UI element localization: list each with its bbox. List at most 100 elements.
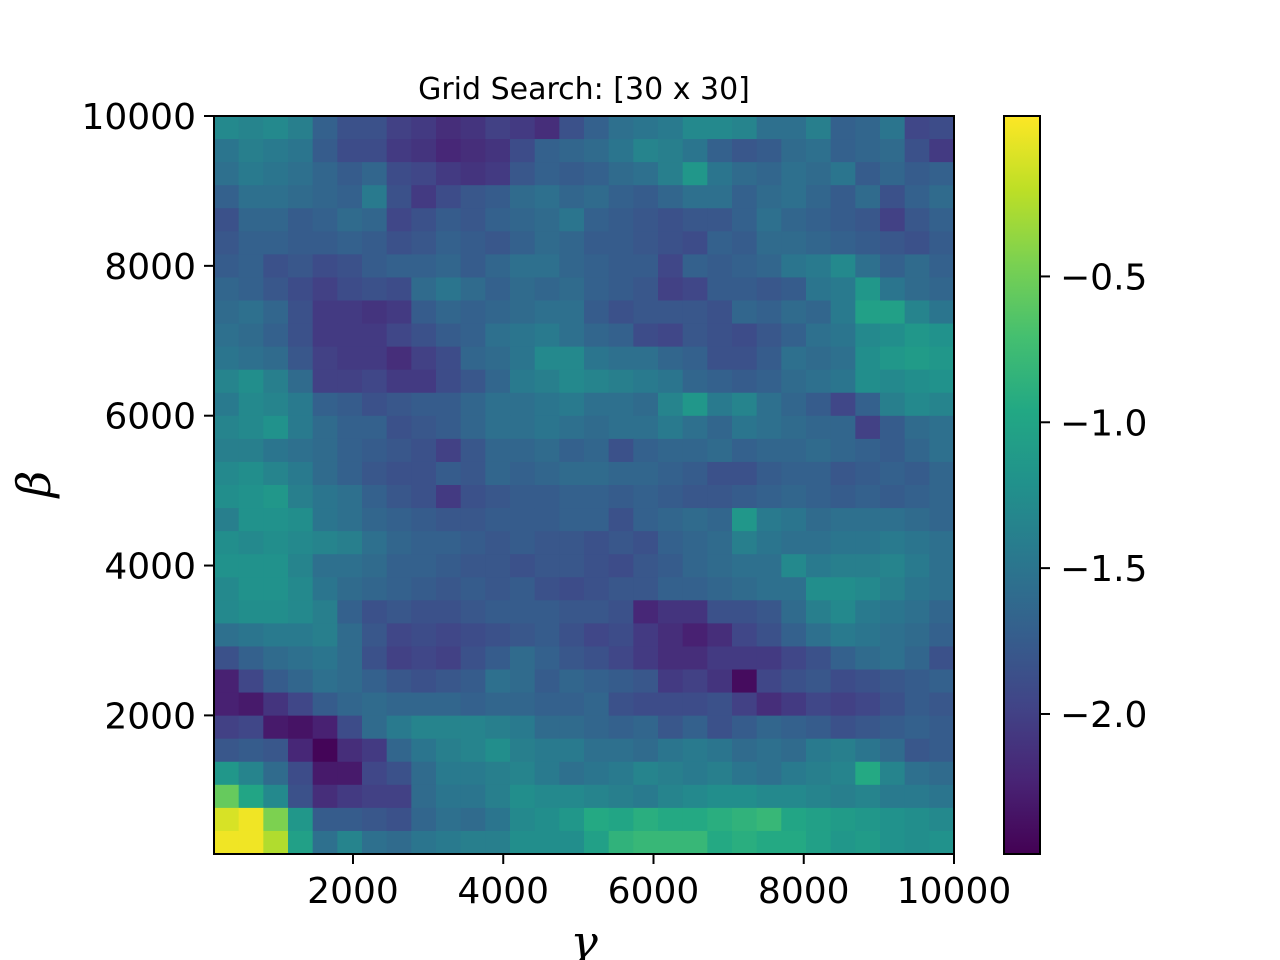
heatmap-cell (830, 323, 856, 348)
heatmap-cell (806, 738, 832, 763)
heatmap-cell (584, 139, 610, 163)
heatmap-cell (806, 415, 832, 440)
heatmap-cell (436, 669, 462, 694)
heatmap-cell (238, 162, 264, 186)
heatmap-cell (806, 807, 832, 832)
heatmap-cell (904, 715, 930, 740)
heatmap-cell (362, 162, 388, 186)
heatmap-cell (830, 669, 856, 694)
heatmap-cell (904, 761, 930, 786)
heatmap-cell (214, 485, 240, 509)
heatmap-cell (781, 254, 807, 279)
heatmap-cell (485, 185, 511, 209)
heatmap-cell (534, 346, 560, 371)
heatmap-cell (904, 346, 930, 371)
heatmap-cell (288, 508, 314, 532)
heatmap-cell (929, 231, 955, 255)
heatmap-cell (608, 346, 634, 371)
heatmap-cell (411, 254, 437, 279)
heatmap-cell (781, 208, 807, 232)
heatmap-cell (682, 346, 708, 371)
heatmap-cell (584, 761, 610, 786)
heatmap-cell (830, 185, 856, 209)
heatmap-cell (633, 231, 659, 255)
heatmap-cell (312, 554, 338, 578)
heatmap-cell (386, 369, 412, 394)
heatmap-cell (633, 116, 659, 140)
heatmap-cell (362, 715, 388, 740)
heatmap-cell (880, 392, 906, 417)
heatmap-cell (880, 346, 906, 371)
heatmap-cell (386, 807, 412, 832)
heatmap-cell (781, 438, 807, 463)
heatmap-cell (880, 646, 906, 671)
heatmap-cell (584, 346, 610, 371)
heatmap-cell (756, 369, 782, 394)
heatmap-cell (559, 807, 585, 832)
heatmap-cell (855, 646, 881, 671)
heatmap-cell (214, 323, 240, 348)
heatmap-cell (362, 208, 388, 232)
heatmap-cell (682, 185, 708, 209)
heatmap-cell (756, 554, 782, 578)
heatmap-cell (337, 461, 363, 486)
heatmap-cell (781, 807, 807, 832)
heatmap-cell (658, 392, 684, 417)
heatmap-cell (238, 346, 264, 371)
x-axis-label: γ (570, 915, 598, 960)
heatmap-cell (263, 784, 289, 809)
heatmap-cell (756, 623, 782, 648)
heatmap-cell (263, 438, 289, 463)
heatmap-cell (880, 300, 906, 325)
heatmap-cell (929, 508, 955, 532)
heatmap-cell (263, 369, 289, 394)
heatmap-cell (411, 300, 437, 325)
heatmap-cell (436, 531, 462, 555)
heatmap-cell (312, 577, 338, 601)
heatmap-cell (658, 139, 684, 163)
x-tick-label: 2000 (307, 871, 399, 912)
heatmap-cell (386, 692, 412, 717)
heatmap-cell (658, 623, 684, 648)
heatmap-cell (781, 231, 807, 255)
heatmap-cell (682, 830, 708, 855)
heatmap-cell (781, 300, 807, 325)
heatmap-cell (485, 738, 511, 763)
heatmap-cell (904, 531, 930, 555)
heatmap-cell (362, 807, 388, 832)
heatmap-cell (510, 346, 536, 371)
heatmap-cell (238, 323, 264, 348)
heatmap-cell (682, 600, 708, 624)
heatmap-cell (904, 692, 930, 717)
heatmap-cell (460, 461, 486, 486)
heatmap-cell (658, 830, 684, 855)
heatmap-cell (855, 116, 881, 140)
heatmap-cell (707, 369, 733, 394)
heatmap-cell (633, 438, 659, 463)
heatmap-cell (732, 738, 758, 763)
heatmap-cell (904, 254, 930, 279)
heatmap-cell (312, 692, 338, 717)
heatmap-cell (362, 830, 388, 855)
heatmap-cell (337, 231, 363, 255)
heatmap-cell (263, 623, 289, 648)
heatmap-cell (830, 139, 856, 163)
y-tick-label: 2000 (104, 696, 196, 737)
heatmap-cell (682, 461, 708, 486)
heatmap-cell (880, 485, 906, 509)
heatmap-cell (436, 323, 462, 348)
heatmap-cell (756, 116, 782, 140)
heatmap-cell (855, 277, 881, 302)
heatmap-cell (362, 461, 388, 486)
heatmap-cell (707, 784, 733, 809)
heatmap-cell (263, 277, 289, 302)
heatmap-cell (411, 761, 437, 786)
heatmap-cell (460, 392, 486, 417)
heatmap-cell (263, 646, 289, 671)
heatmap-cell (263, 231, 289, 255)
heatmap-cell (658, 646, 684, 671)
heatmap-cell (337, 369, 363, 394)
heatmap-cell (288, 669, 314, 694)
heatmap-cell (633, 485, 659, 509)
heatmap-cell (436, 116, 462, 140)
